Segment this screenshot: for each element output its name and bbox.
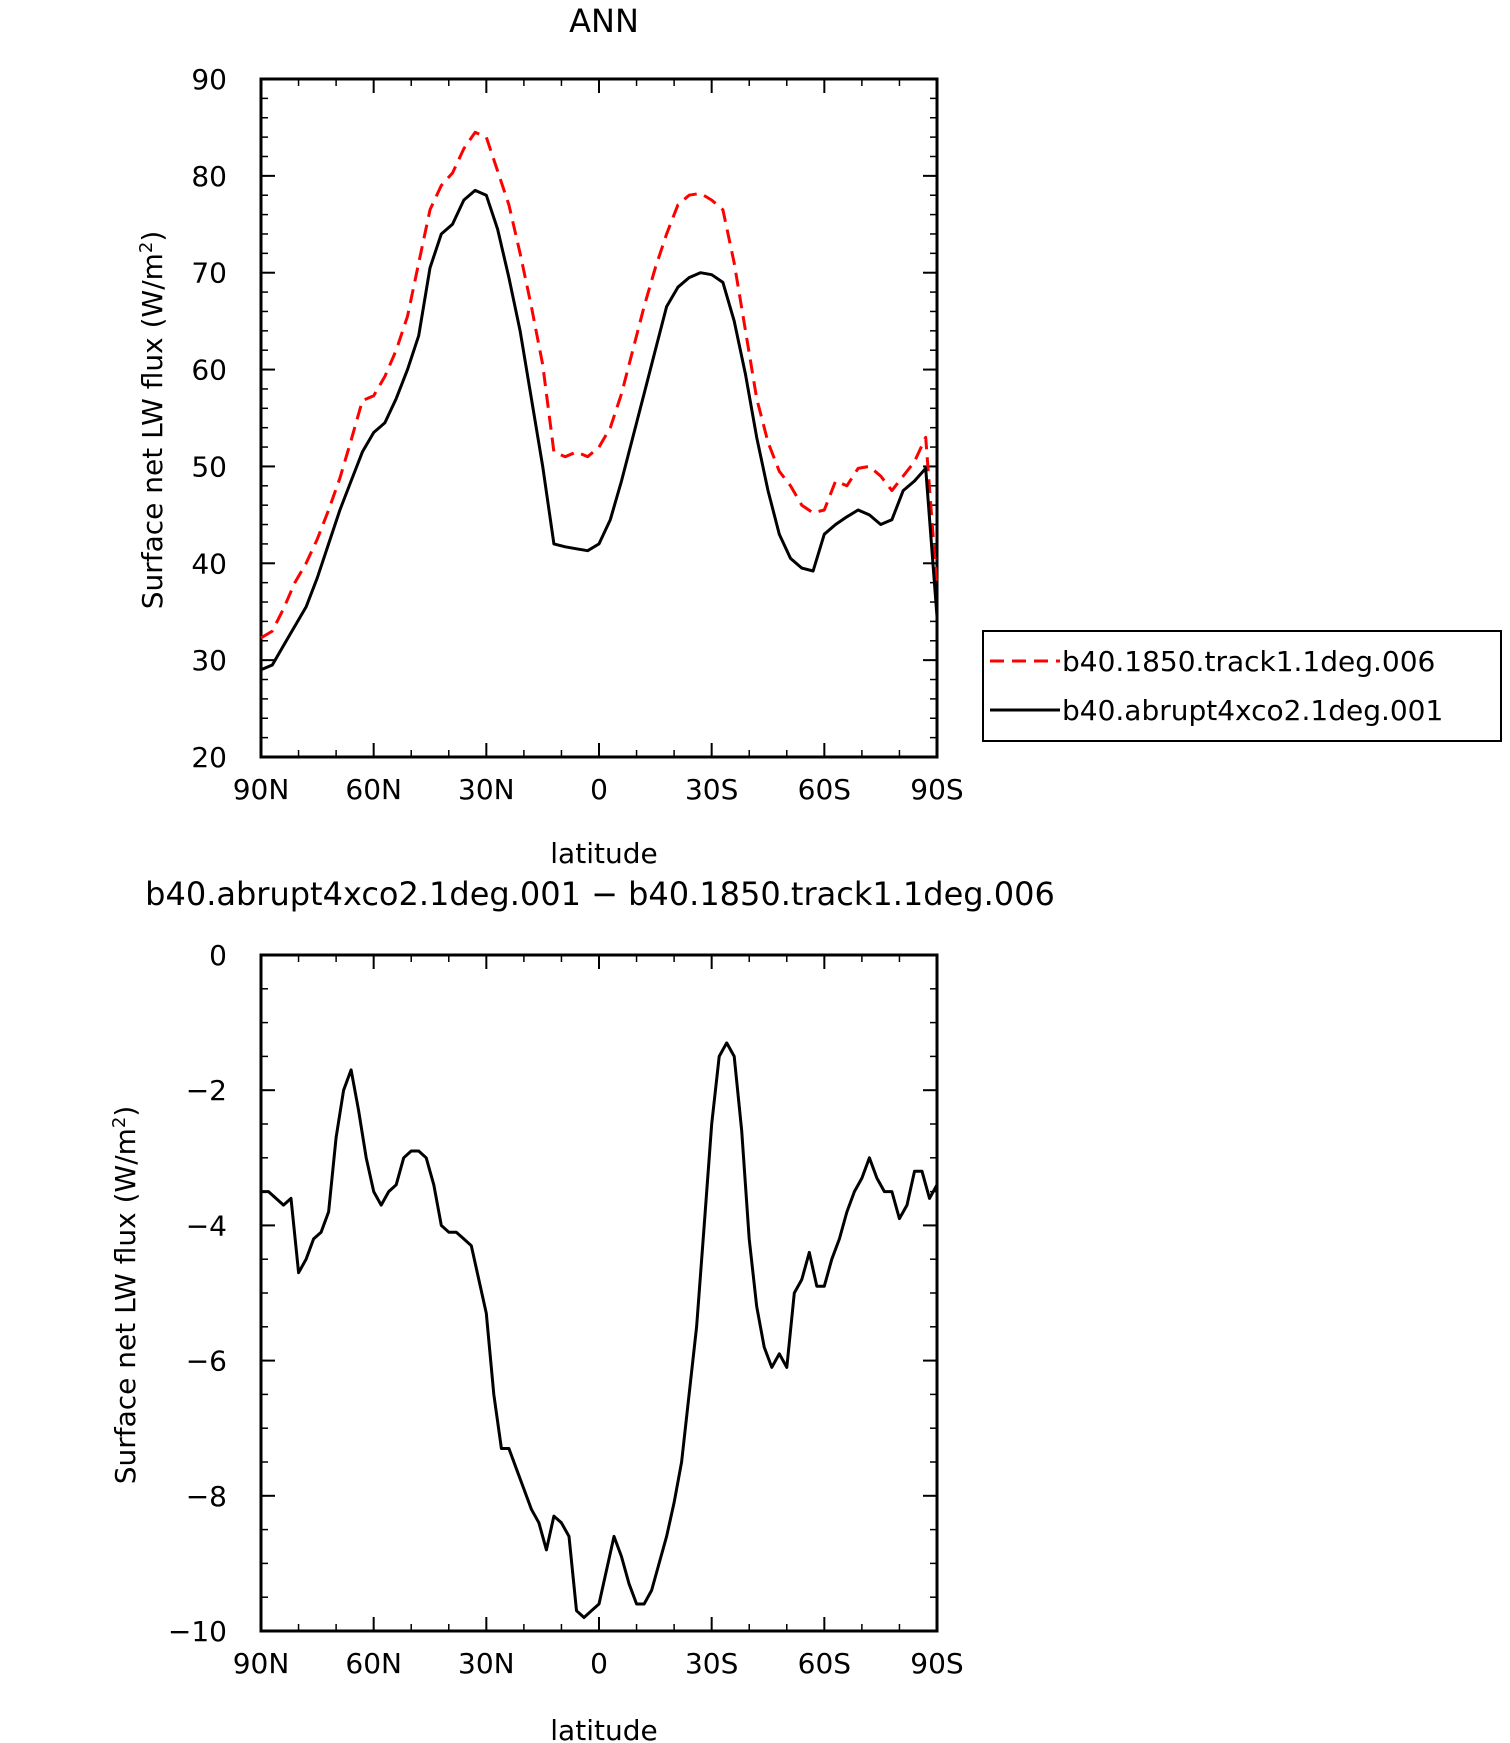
legend-label-series-1: b40.1850.track1.1deg.006 xyxy=(1062,645,1435,678)
bottom-x-tick-label: 0 xyxy=(590,1647,608,1680)
bottom-y-tick-label: −6 xyxy=(186,1345,227,1378)
bottom-chart-title: b40.abrupt4xco2.1deg.001 − b40.1850.trac… xyxy=(145,875,1055,913)
top-y-axis-label-close: ) xyxy=(136,231,169,242)
top-x-tick-label: 90N xyxy=(233,773,290,806)
top-y-axis-label-text: Surface net LW flux (W/m xyxy=(136,253,169,609)
bottom-y-tick-label: −2 xyxy=(186,1074,227,1107)
bottom-x-tick-label: 60N xyxy=(345,1647,402,1680)
top-y-axis-label: Surface net LW flux (W/m2) xyxy=(136,231,169,610)
bottom-x-tick-label: 90N xyxy=(233,1647,290,1680)
bottom-plot-area: 90N 60N 30N 0 30S 60S 90S 0 −2 −4 −6 −8 −10 xyxy=(168,939,964,1680)
top-panel: ANN 90N 60N 30N 0 30S 60S 90S2030405060708090 … xyxy=(136,2,1502,870)
top-y-tick-label: 30 xyxy=(191,644,227,677)
bottom-x-tick-label: 90S xyxy=(910,1647,963,1680)
top-x-axis-label: latitude xyxy=(550,837,657,870)
top-y-tick-label: 90 xyxy=(191,63,227,96)
bottom-y-axis-label-close: ) xyxy=(109,1106,142,1117)
legend-box xyxy=(982,630,1502,742)
bottom-x-tick-label: 30S xyxy=(685,1647,738,1680)
top-chart-title: ANN xyxy=(569,2,639,40)
bottom-y-tick-label: 0 xyxy=(209,939,227,972)
top-y-axis-label-superscript: 2 xyxy=(136,242,157,253)
top-plot-frame xyxy=(259,77,939,759)
bottom-y-tick-label: −10 xyxy=(168,1615,227,1648)
top-x-tick-label: 0 xyxy=(590,773,608,806)
bottom-plot-frame xyxy=(259,953,939,1633)
top-x-tick-label: 90S xyxy=(910,773,963,806)
bottom-series-line-1 xyxy=(261,1041,939,1619)
bottom-x-axis-label: latitude xyxy=(550,1714,657,1743)
top-series-line-2 xyxy=(260,188,939,672)
bottom-y-axis-label: Surface net LW flux (W/m2) xyxy=(109,1106,142,1485)
top-y-tick-label: 80 xyxy=(191,160,227,193)
top-x-tick-label: 30S xyxy=(685,773,738,806)
top-y-tick-label: 20 xyxy=(191,741,227,774)
bottom-panel: b40.abrupt4xco2.1deg.001 − b40.1850.trac… xyxy=(109,875,1055,1743)
legend: b40.1850.track1.1deg.006 b40.abrupt4xco2… xyxy=(982,630,1502,742)
legend-label-series-2: b40.abrupt4xco2.1deg.001 xyxy=(1062,694,1443,727)
top-y-tick-label: 50 xyxy=(191,450,227,483)
bottom-y-axis-label-text: Surface net LW flux (W/m xyxy=(109,1128,142,1484)
bottom-x-tick-label: 30N xyxy=(458,1647,515,1680)
bottom-x-tick-label: 60S xyxy=(798,1647,851,1680)
top-x-tick-label: 30N xyxy=(458,773,515,806)
bottom-y-tick-label: −4 xyxy=(186,1209,227,1242)
top-y-tick-label: 40 xyxy=(191,547,227,580)
top-x-tick-label: 60N xyxy=(345,773,402,806)
top-y-tick-label: 70 xyxy=(191,257,227,290)
bottom-y-axis-label-superscript: 2 xyxy=(109,1117,130,1128)
top-series-line-1 xyxy=(260,130,939,640)
top-y-tick-label: 60 xyxy=(191,354,227,387)
bottom-y-tick-label: −8 xyxy=(186,1480,227,1513)
top-x-tick-label: 60S xyxy=(798,773,851,806)
top-plot-area: 90N 60N 30N 0 30S 60S 90S 20 30 40 50 60 70 80 90 xyxy=(191,63,963,806)
